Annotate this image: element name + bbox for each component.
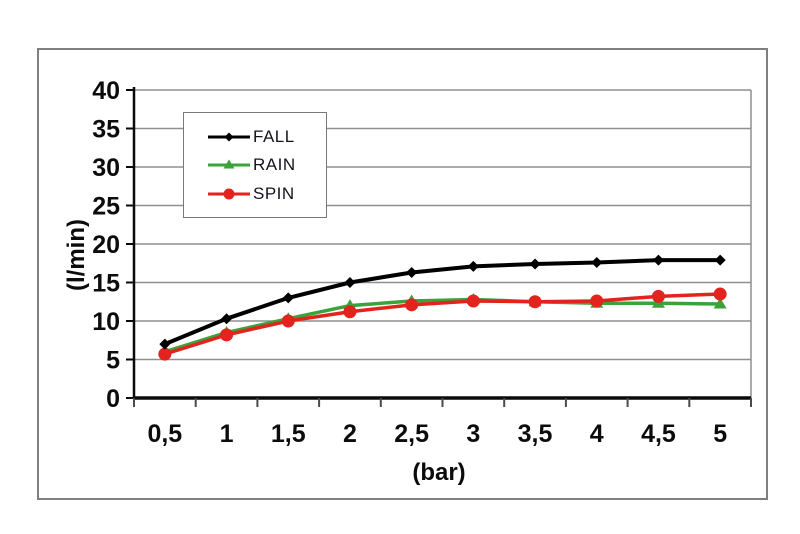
marker-fall-8 bbox=[652, 254, 664, 266]
y-tick-label-25: 25 bbox=[92, 193, 120, 221]
legend-item-spin: SPIN bbox=[206, 185, 322, 203]
chart-frame: 0 5 10 15 20 25 30 35 40 0,5 1 1,5 2 2,5 3 3,5 4 4,5 5 (l/… bbox=[37, 48, 768, 500]
marker-spin-0 bbox=[158, 347, 172, 361]
flow-rate-chart: 0 5 10 15 20 25 30 35 40 0,5 1 1,5 2 2,5 3 3,5 4 4,5 5 (l/… bbox=[63, 77, 752, 486]
x-tick-label-6: 3,5 bbox=[518, 420, 553, 448]
y-tick-label-5: 5 bbox=[106, 347, 120, 375]
x-tick-label-0: 0,5 bbox=[147, 420, 182, 448]
rain-series-marker-icon bbox=[208, 159, 250, 169]
y-tick-label-20: 20 bbox=[92, 231, 120, 259]
marker-fall-5 bbox=[467, 260, 479, 272]
marker-spin-3 bbox=[343, 305, 357, 319]
x-tick-label-2: 1,5 bbox=[271, 420, 306, 448]
series-group bbox=[158, 254, 727, 361]
x-tick-label-1: 1 bbox=[220, 420, 234, 448]
y-tick-label-0: 0 bbox=[106, 385, 120, 413]
axes-group: 0 5 10 15 20 25 30 35 40 0,5 1 1,5 2 2,5 3 3,5 4 4,5 5 bbox=[92, 77, 752, 448]
legend-item-fall: FALL bbox=[206, 128, 322, 146]
y-tick-label-30: 30 bbox=[92, 154, 120, 182]
marker-fall-7 bbox=[591, 256, 603, 268]
x-tick-label-8: 4,5 bbox=[641, 420, 676, 448]
chart-legend: FALL RAIN SPIN bbox=[183, 112, 327, 218]
legend-label-fall: FALL bbox=[253, 126, 295, 146]
series-line-rain bbox=[164, 297, 721, 354]
marker-fall-3 bbox=[344, 277, 356, 288]
y-tick-label-15: 15 bbox=[92, 270, 120, 298]
x-tick-label-5: 3 bbox=[466, 420, 480, 448]
y-tick-label-10: 10 bbox=[92, 308, 120, 336]
marker-fall-4 bbox=[406, 266, 418, 278]
fall-series-marker-icon bbox=[208, 132, 250, 141]
x-tick-label-4: 2,5 bbox=[394, 420, 429, 448]
marker-fall-0 bbox=[159, 338, 171, 350]
legend-shape-rain bbox=[223, 159, 235, 169]
x-axis-title: (bar) bbox=[412, 459, 465, 486]
y-tick-label-35: 35 bbox=[92, 116, 120, 144]
legend-label-rain: RAIN bbox=[253, 155, 296, 174]
legend-item-rain: RAIN bbox=[206, 156, 322, 174]
marker-spin-6 bbox=[528, 295, 542, 309]
marker-spin-1 bbox=[220, 328, 234, 342]
marker-spin-5 bbox=[466, 294, 480, 308]
x-tick-label-9: 5 bbox=[713, 420, 727, 448]
x-tick-label-3: 2 bbox=[343, 420, 357, 448]
x-tick-label-7: 4 bbox=[590, 420, 604, 448]
marker-spin-8 bbox=[651, 289, 665, 303]
marker-spin-2 bbox=[281, 314, 295, 328]
marker-rain-9 bbox=[713, 297, 727, 309]
marker-fall-6 bbox=[529, 258, 541, 270]
marker-spin-4 bbox=[405, 298, 419, 312]
series-line-spin bbox=[164, 292, 721, 356]
marker-fall-2 bbox=[282, 292, 294, 304]
y-axis-title: (l/min) bbox=[63, 219, 90, 291]
marker-spin-7 bbox=[590, 294, 604, 308]
legend-label-spin: SPIN bbox=[253, 183, 295, 203]
series-line-fall bbox=[164, 258, 721, 346]
legend-shape-fall bbox=[224, 132, 234, 141]
marker-fall-9 bbox=[714, 254, 726, 266]
legend-shape-spin bbox=[223, 188, 235, 199]
marker-spin-9 bbox=[713, 287, 727, 301]
marker-fall-1 bbox=[221, 313, 233, 325]
y-tick-label-40: 40 bbox=[92, 77, 120, 105]
spin-series-marker-icon bbox=[208, 188, 250, 199]
